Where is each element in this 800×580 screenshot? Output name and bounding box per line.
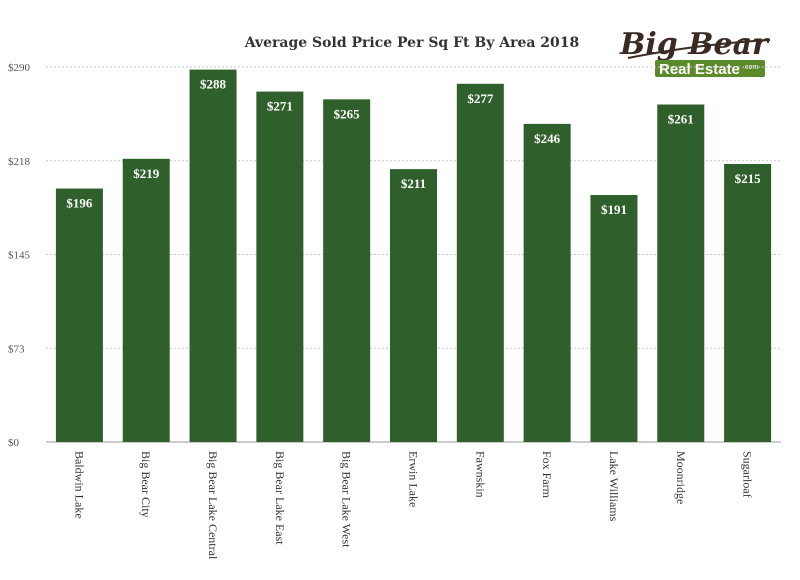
data-label: $265 [334, 106, 361, 121]
x-tick-label: Moonridge [674, 451, 688, 504]
data-label: $277 [467, 91, 494, 106]
x-tick-label: Big Bear Lake Central [206, 451, 220, 560]
data-label: $271 [267, 99, 293, 114]
logo-swoosh [627, 39, 771, 59]
bar [323, 99, 371, 443]
data-label: $246 [534, 131, 561, 146]
y-tick-label: $145 [8, 250, 31, 262]
bar [456, 83, 504, 442]
bars: $196 $219 $288 $271 $265 $211 $277 $246 $191 $261… [55, 69, 772, 443]
x-tick-label: Big Bear City [139, 451, 153, 518]
x-tick-label: Lake Williams [607, 451, 621, 522]
data-label: $191 [601, 202, 627, 217]
x-axis: Baldwin Lake Big Bear City Big Bear Lake C… [72, 451, 754, 560]
y-tick-label: $218 [8, 156, 31, 168]
data-label: $196 [66, 196, 93, 211]
x-tick-label: Big Bear Lake East [273, 451, 287, 545]
data-label: $261 [668, 112, 694, 127]
x-tick-label: Big Bear Lake West [340, 451, 354, 548]
bar [523, 123, 571, 443]
x-tick-label: Sugarloaf [741, 451, 755, 498]
logo-green-banner [655, 60, 765, 77]
y-tick-label: $0 [8, 437, 20, 449]
bar [390, 169, 437, 443]
y-tick-label: $290 [8, 62, 31, 74]
bar [122, 158, 170, 442]
big-bear-real-estate-logo: Big Bear Real Estate .com [619, 27, 771, 78]
x-tick-label: Fawnskin [473, 451, 487, 498]
logo-wordmark: Big Bear [619, 27, 770, 62]
bar [256, 91, 304, 442]
y-tick-label: $73 [8, 343, 25, 355]
x-tick-label: Baldwin Lake [72, 451, 86, 519]
bar [590, 195, 638, 442]
data-label: $288 [200, 77, 227, 92]
data-label: $219 [133, 166, 160, 181]
data-label: $215 [735, 171, 762, 186]
x-tick-label: Erwin Lake [407, 451, 421, 507]
x-tick-label: Fox Farm [540, 451, 554, 499]
bar [55, 188, 103, 442]
bar [657, 104, 705, 442]
chart-title: Average Sold Price Per Sq Ft By Area 201… [244, 35, 580, 51]
data-label: $211 [401, 176, 426, 191]
y-axis: $0 $73 $145 $218 $290 [8, 62, 31, 449]
bar [724, 163, 772, 442]
bar [189, 69, 237, 442]
logo-real-estate-text: Real Estate [659, 61, 740, 78]
